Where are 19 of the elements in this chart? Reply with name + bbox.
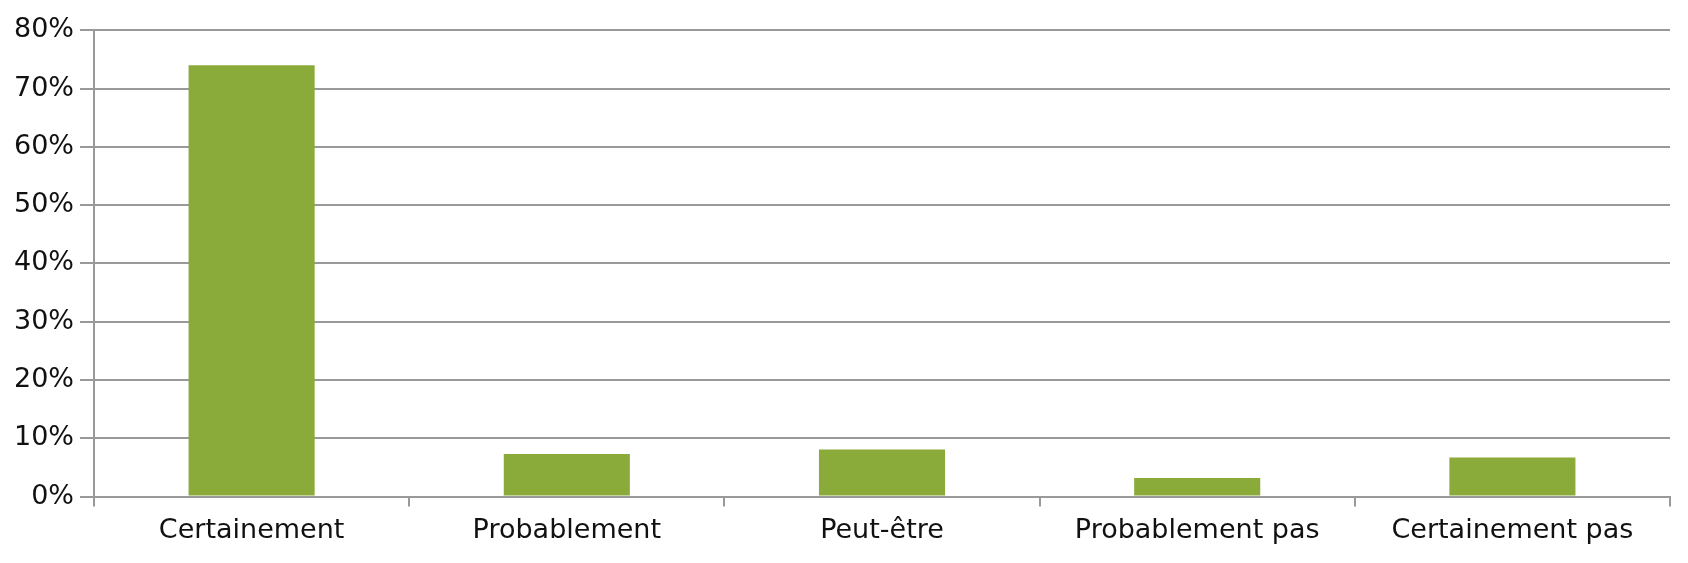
x-tick-label: Probablement — [472, 512, 661, 544]
bar — [818, 449, 946, 496]
x-tick-label: Certainement pas — [1391, 512, 1634, 544]
y-tick-label: 60% — [14, 128, 75, 160]
y-tick-label: 70% — [14, 70, 75, 102]
x-tick-label: Certainement — [158, 512, 345, 544]
y-tick-label: 10% — [14, 420, 75, 452]
y-tick-label: 0% — [31, 478, 75, 510]
y-tick-label: 20% — [14, 362, 75, 394]
y-tick-label: 30% — [14, 303, 75, 335]
x-tick-label: Peut-être — [820, 512, 944, 544]
bar — [1449, 457, 1576, 496]
y-tick-label: 40% — [14, 245, 75, 277]
y-tick-label: 80% — [14, 12, 75, 44]
bar — [188, 65, 315, 496]
bar — [503, 454, 630, 496]
y-tick-label: 50% — [14, 187, 75, 219]
x-tick-label: Probablement pas — [1074, 512, 1320, 544]
bar — [1134, 477, 1261, 496]
